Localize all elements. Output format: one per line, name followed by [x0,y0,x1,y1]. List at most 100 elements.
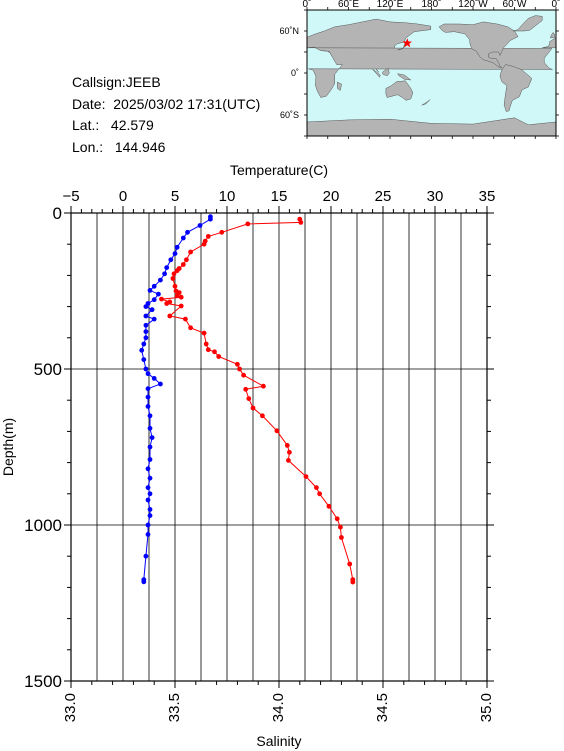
data-point [170,276,176,281]
temperature-tick-label: 20 [323,188,340,205]
data-point [149,435,155,440]
depth-axis-title: Depth(m) [0,418,16,476]
data-point [317,491,322,497]
data-point [145,466,151,472]
data-point [260,413,265,419]
data-point [274,428,280,434]
world-map: 0˚ 60˚E 120˚E 180˚ 120˚W 60˚W 0˚ 60˚N 0˚ 60˚S [279,0,560,139]
data-point [178,303,184,309]
temperature-tick-label: 25 [375,188,392,205]
landmass-6 [513,15,543,32]
lat-value: 42.579 [110,117,154,133]
data-point [143,322,149,328]
map-lon-label: 60˚E [338,0,359,10]
data-point [338,524,343,530]
data-point [143,304,149,309]
data-point [145,522,151,528]
data-point [208,216,213,222]
salinity-series [139,214,213,585]
data-point [250,405,256,411]
data-point [183,316,188,322]
landmass-12 [382,67,390,77]
data-point [180,262,186,267]
data-point [339,535,344,540]
salinity-tick-label: 33.0 [62,693,79,722]
lon-label: Lon.: [72,138,104,155]
map-land [307,15,556,136]
data-point [303,474,309,479]
data-point [162,271,168,277]
data-point [151,316,157,322]
data-point [246,396,252,401]
date-value: 2025/03/02 17:31(UTC) [113,95,261,112]
callsign-text: Callsign:JEEB [72,74,161,90]
map-lat-label: 0˚ [291,68,299,78]
landmass-4 [438,21,519,68]
data-point [164,301,170,306]
data-point [350,579,356,585]
station-marker [402,38,412,48]
data-point [158,277,163,283]
data-point [145,497,151,503]
data-point [188,325,194,331]
data-point [168,257,174,263]
lon-row: Lon.: 144.946 [72,137,260,159]
data-point [147,513,153,518]
map-lon-label: 60˚W [503,0,527,10]
landmass-5 [499,64,533,112]
data-point [219,229,225,235]
data-point [145,485,151,490]
data-point [235,361,240,367]
data-point [149,307,155,313]
data-point [145,386,151,392]
data-point [145,371,151,377]
lon-value: 144.946 [114,138,166,155]
data-point [334,516,340,522]
data-point [174,293,180,299]
data-point [143,313,149,319]
map-lon-label: 120˚E [377,0,404,10]
data-point [147,444,153,450]
landmass-7 [385,80,414,101]
data-point [143,335,149,341]
temperature-tick-label: 15 [271,188,288,205]
data-point [158,381,163,387]
data-point [201,241,207,247]
temperature-tick-label: 10 [219,188,236,205]
map-lon-label: 180˚ [421,0,441,10]
data-point [159,296,164,302]
map-lon-label: 0˚ [552,0,561,10]
temperature-tick-label: 30 [427,188,444,205]
data-point [145,532,151,537]
data-point [147,507,153,512]
map-lon-label: 0˚ [303,0,312,10]
data-point [151,283,157,289]
map-lon-label: 120˚W [458,0,488,10]
temperature-tick-label: 5 [171,188,179,205]
temperature-tick-label: 0 [119,188,127,205]
data-point [172,283,178,289]
data-point [147,475,153,481]
data-point [314,485,319,490]
salinity-tick-label: 33.5 [166,693,183,722]
data-point [243,386,249,392]
data-point [156,291,161,297]
data-point [347,561,353,567]
temperature-tick-label: −5 [62,188,79,205]
data-point [147,413,153,419]
landmass-3 [337,81,342,91]
depth-tick-label: 1000 [24,516,62,535]
data-point [151,376,157,381]
depth-tick-label: 1500 [24,672,62,691]
data-point [147,425,153,431]
data-point [164,265,170,270]
data-point [143,553,149,559]
data-point [141,341,147,347]
depth-tick-label: 500 [34,360,62,379]
data-point [245,221,251,227]
data-point [205,234,211,239]
data-point [237,366,242,372]
data-point [172,251,178,256]
